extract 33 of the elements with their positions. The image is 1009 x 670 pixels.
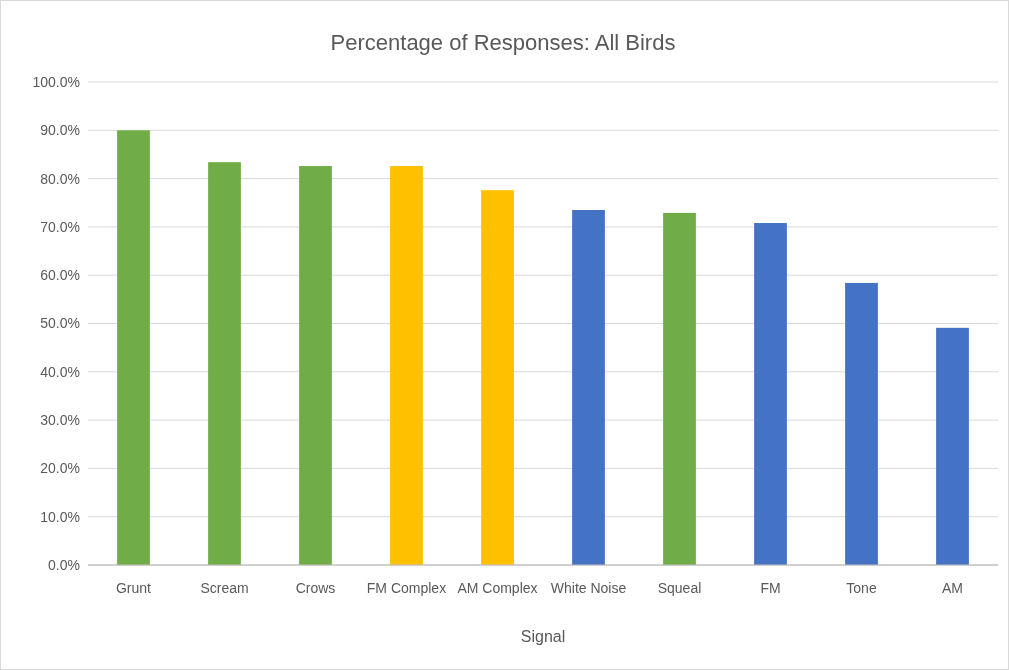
y-tick-label: 70.0%: [40, 218, 80, 235]
x-tick-label: Squeal: [657, 580, 702, 596]
x-tick-label: Tone: [846, 580, 877, 596]
bar: [663, 212, 696, 565]
y-tick-label: 30.0%: [40, 412, 80, 428]
x-tick-label: AM: [942, 580, 963, 596]
bar: [390, 166, 423, 565]
x-tick-label: Scream: [200, 580, 249, 596]
bar: [936, 327, 969, 565]
bar: [481, 190, 514, 565]
y-tick-label: 100.0%: [32, 73, 80, 90]
x-tick-label: AM Complex: [457, 580, 538, 596]
bar: [299, 166, 332, 565]
y-tick-label: 80.0%: [40, 170, 80, 187]
y-tick-label: 40.0%: [40, 363, 80, 380]
bar: [117, 130, 150, 565]
y-tick-label: 0.0%: [48, 556, 80, 573]
x-tick-label: White Noise: [550, 580, 627, 596]
y-tick-label: 90.0%: [40, 122, 80, 139]
x-tick-label: Crows: [295, 580, 336, 596]
y-tick-label: 60.0%: [40, 267, 80, 284]
bar: [208, 162, 241, 565]
x-tick-label: Grunt: [115, 580, 152, 596]
y-tick-label: 50.0%: [40, 315, 80, 332]
y-tick-label: 20.0%: [40, 460, 80, 477]
x-tick-label: FM Complex: [366, 580, 447, 596]
x-axis-title: Signal: [520, 628, 566, 645]
chart-title: Percentage of Responses: All Birds: [330, 30, 676, 55]
bar: [845, 282, 878, 565]
x-tick-label: FM: [760, 580, 781, 596]
bar: [754, 223, 787, 565]
bar: [572, 210, 605, 565]
y-tick-label: 10.0%: [40, 508, 80, 525]
